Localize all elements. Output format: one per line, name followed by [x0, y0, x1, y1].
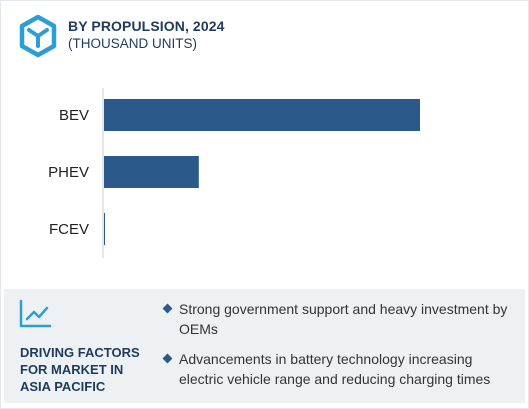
category-label: FCEV: [49, 221, 89, 238]
category-label: PHEV: [48, 164, 89, 181]
chart-subtitle: (THOUSAND UNITS): [68, 36, 197, 51]
bar-bev: [104, 99, 420, 131]
chart-title: BY PROPULSION, 2024: [68, 18, 225, 34]
driving-factors-heading: DRIVING FACTORS FOR MARKET IN ASIA PACIF…: [20, 344, 160, 395]
driver-text: Advancements in battery technology incre…: [179, 351, 491, 387]
cube-icon: [19, 14, 57, 58]
bar-chart: BEV PHEV FCEV: [48, 88, 420, 258]
heading-line: DRIVING FACTORS: [20, 345, 140, 360]
trend-line-icon: [19, 299, 52, 328]
heading-line: ASIA PACIFIC: [20, 379, 106, 394]
category-label: BEV: [59, 107, 89, 124]
driver-item: Advancements in battery technology incre…: [162, 349, 514, 389]
driver-text: Strong government support and heavy inve…: [179, 301, 508, 337]
driver-item: Strong government support and heavy inve…: [162, 299, 514, 339]
heading-line: FOR MARKET IN: [20, 362, 124, 377]
driving-factors-panel: DRIVING FACTORS FOR MARKET IN ASIA PACIF…: [4, 289, 525, 403]
bar-fcev: [104, 213, 105, 245]
bar-phev: [104, 156, 199, 188]
